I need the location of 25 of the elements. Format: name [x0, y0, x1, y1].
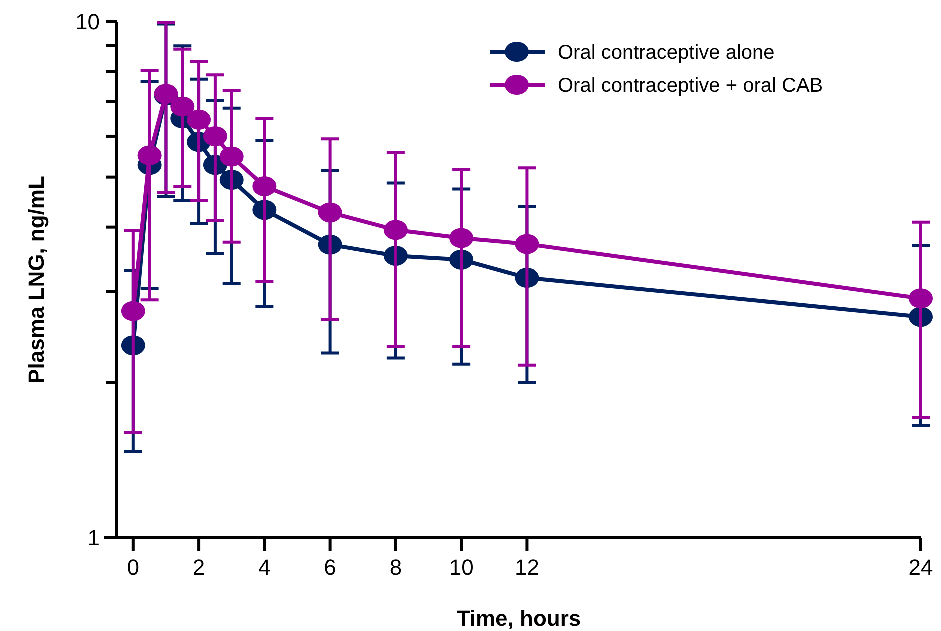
x-tick-label: 8	[390, 555, 402, 580]
x-tick-label: 12	[514, 555, 540, 580]
point	[909, 288, 933, 309]
x-tick-label: 0	[127, 555, 140, 580]
legend-label: Oral contraceptive alone	[558, 42, 775, 64]
point	[450, 228, 474, 248]
point	[138, 146, 162, 166]
point	[170, 96, 195, 117]
x-axis-title: Time, hours	[456, 606, 582, 631]
x-tick-label: 6	[324, 555, 336, 580]
point	[220, 146, 244, 167]
point	[203, 126, 228, 146]
legend-label: Oral contraceptive + oral CAB	[558, 75, 824, 97]
x-tick-label: 24	[908, 555, 934, 580]
x-tick-label: 4	[258, 555, 271, 580]
point	[384, 220, 408, 240]
x-tick-label: 2	[192, 555, 206, 580]
point	[121, 301, 146, 322]
point	[252, 176, 277, 196]
x-tick-label: 10	[449, 555, 474, 580]
point	[187, 110, 212, 130]
point	[318, 202, 342, 223]
point	[515, 234, 540, 254]
y-tick-label: 1	[88, 526, 100, 551]
y-axis-title: Plasma LNG, ng/mL	[24, 176, 49, 384]
